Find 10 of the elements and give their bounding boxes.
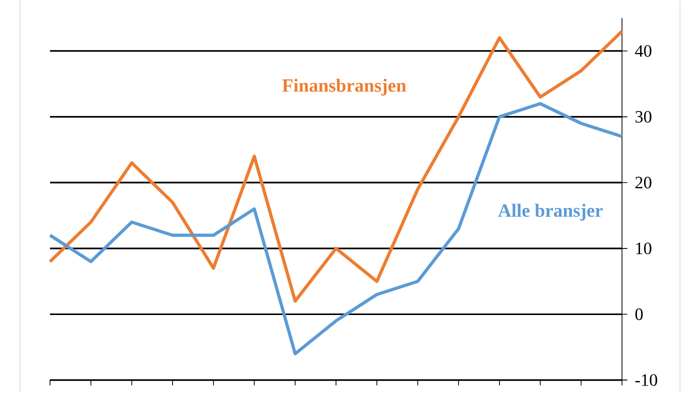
y-tick-label: 20 <box>635 176 652 189</box>
y-tick-label: 10 <box>636 242 652 254</box>
series-label: Alle bransjer <box>498 204 603 221</box>
line-series <box>48 102 624 356</box>
text: Finansbransjen <box>282 78 406 96</box>
y-tick-label: 30 <box>636 111 652 123</box>
line-series <box>48 30 624 303</box>
y-tick-label: -10 <box>635 374 658 386</box>
y-tick-label: 0 <box>635 308 643 320</box>
y-tick-label: 40 <box>635 45 652 58</box>
